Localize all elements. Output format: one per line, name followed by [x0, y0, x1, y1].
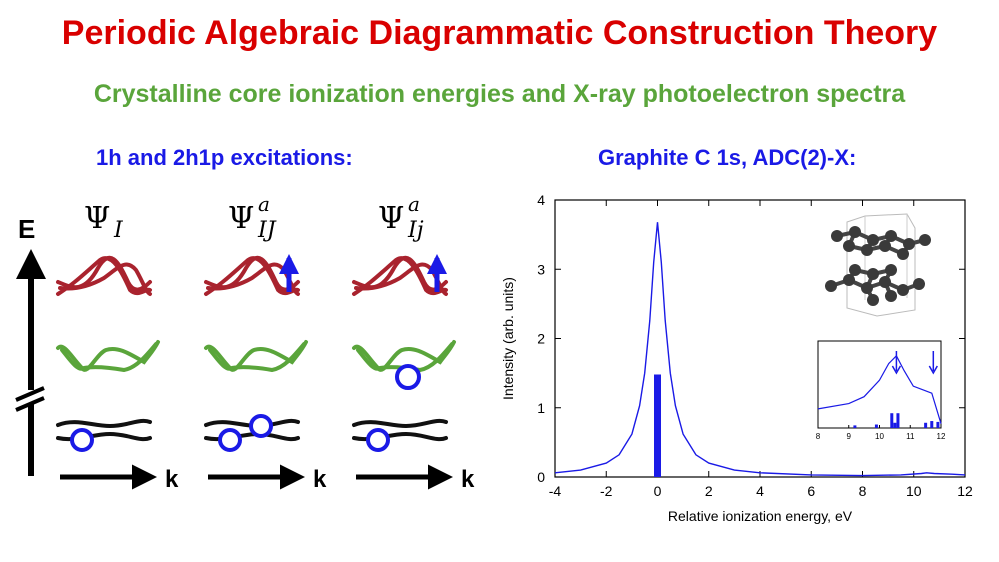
page-subtitle: Crystalline core ionization energies and…	[93, 80, 906, 108]
spectrum-heading: Graphite C 1s, ADC(2)-X:	[598, 145, 857, 170]
wavefunction-label: Ψ I	[84, 201, 124, 243]
inset-x-tick-label: 12	[937, 432, 946, 441]
valence-band-middle	[56, 340, 160, 373]
core-hole-icon	[249, 414, 273, 438]
x-axis-label: Relative ionization energy, eV	[668, 508, 853, 524]
valence-band-upper	[352, 255, 448, 296]
core-hole-icon	[218, 428, 242, 452]
x-tick-label: 8	[859, 483, 867, 499]
valence-band-middle	[204, 340, 308, 373]
page-title: Periodic Algebraic Diagrammatic Construc…	[61, 14, 938, 52]
axis-break-icon	[15, 386, 45, 412]
psi-symbol: Ψ	[84, 201, 110, 236]
y-tick-label: 2	[537, 331, 545, 347]
graphite-structure-icon	[825, 213, 931, 317]
core-hole-icon	[366, 428, 390, 452]
psi-subscript: I	[113, 218, 124, 243]
y-axis-label: Intensity (arb. units)	[500, 277, 516, 400]
x-tick-label: 4	[756, 483, 764, 499]
y-tick-label: 3	[537, 261, 545, 277]
k-axis-label: k	[461, 466, 475, 493]
inset-x-tick-label: 9	[847, 432, 852, 441]
wavefunction-label: Ψ a IJ	[228, 192, 277, 243]
inset-arrow-head-icon	[928, 365, 938, 375]
inset-x-tick-label: 10	[875, 432, 884, 441]
y-tick-label: 0	[537, 469, 545, 485]
y-tick-label: 4	[537, 192, 545, 208]
inset-x-tick-label: 11	[906, 432, 915, 441]
inset-frame	[817, 340, 942, 429]
inset-x-tick-label: 8	[816, 432, 821, 441]
psi-superscript: a	[408, 192, 420, 216]
psi-symbol: Ψ	[228, 201, 254, 236]
psi-subscript: IJ	[257, 218, 277, 243]
energy-axis-label: E	[18, 214, 35, 244]
k-axis-label: k	[313, 466, 327, 493]
x-tick-label: 6	[807, 483, 815, 499]
band-column-1h: k	[56, 255, 179, 493]
valence-hole-icon	[395, 364, 421, 390]
x-tick-label: -2	[600, 483, 613, 499]
psi-superscript: a	[258, 192, 270, 216]
core-hole-icon	[70, 428, 94, 452]
x-tick-label: 10	[906, 483, 922, 499]
valence-band-upper	[204, 255, 300, 296]
x-tick-label: 2	[705, 483, 713, 499]
k-axis-label: k	[165, 466, 179, 493]
spectrum-line	[554, 222, 966, 477]
x-tick-label: 12	[957, 483, 973, 499]
x-tick-label: 0	[654, 483, 662, 499]
valence-band-upper	[56, 255, 152, 296]
psi-subscript: Ij	[407, 218, 424, 243]
x-tick-label: -4	[549, 483, 562, 499]
excitations-heading: 1h and 2h1p excitations:	[96, 145, 353, 170]
band-column-2h1p-valence: k	[352, 254, 475, 493]
band-diagram: E Ψ I Ψ a IJ Ψ a Ij k	[15, 192, 475, 493]
band-column-2h1p: k	[204, 254, 327, 493]
y-tick-label: 1	[537, 400, 545, 416]
inset-arrow-head-icon	[891, 365, 902, 375]
psi-symbol: Ψ	[378, 201, 404, 236]
wavefunction-label: Ψ a Ij	[378, 192, 424, 243]
